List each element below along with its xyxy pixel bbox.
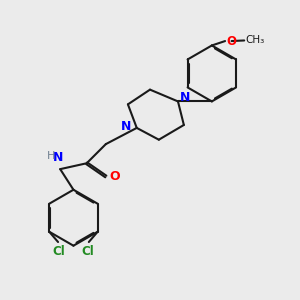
Text: CH₃: CH₃: [245, 35, 265, 46]
Text: O: O: [227, 34, 237, 48]
Text: N: N: [180, 92, 191, 104]
Text: O: O: [110, 170, 120, 183]
Text: N: N: [121, 120, 131, 133]
Text: Cl: Cl: [82, 245, 94, 258]
Text: H: H: [47, 151, 56, 161]
Text: N: N: [53, 151, 63, 164]
Text: Cl: Cl: [52, 245, 65, 258]
